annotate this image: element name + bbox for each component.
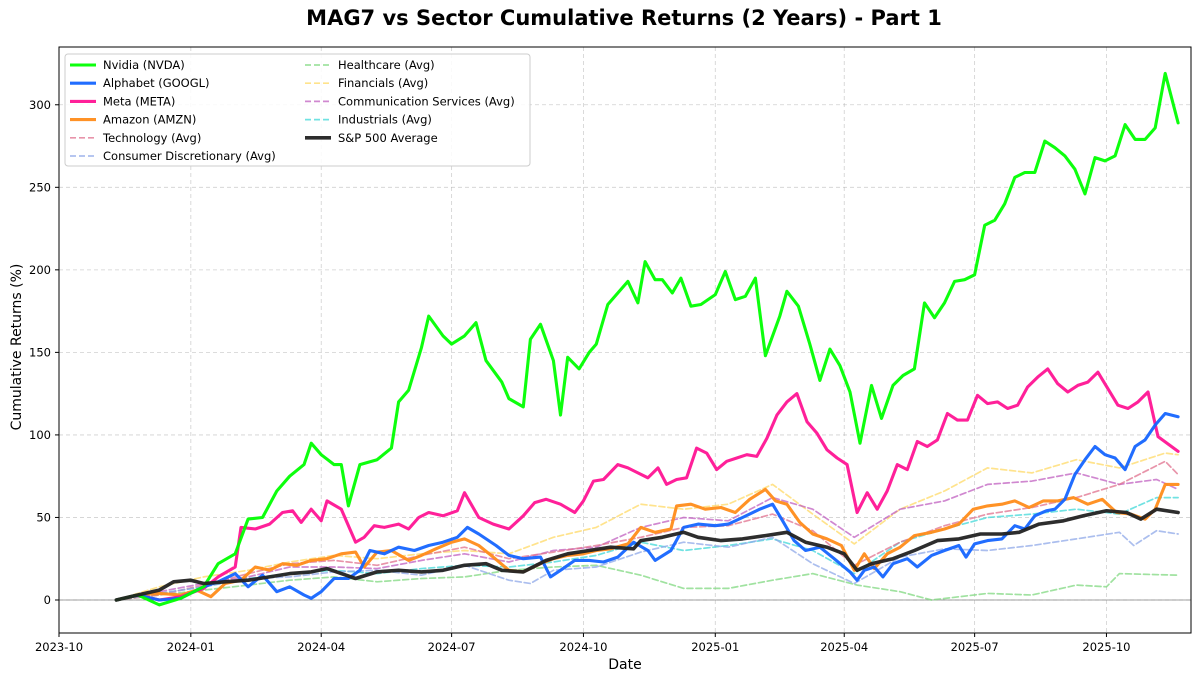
series-line-healthcare-avg [115,564,1179,601]
series-line-s-p-500-average [114,507,1180,602]
series-line-consumer-discretionary-avg [115,529,1179,601]
legend-label: Healthcare (Avg) [338,58,435,72]
legend-label: Financials (Avg) [338,76,428,90]
axis-ticks: 0 50 100 150 200 250 300 2023-10 2024-01 2024-04 2… [29,98,1130,654]
y-axis-label: Cumulative Returns (%) [9,264,25,431]
y-tick-label: 100 [29,428,51,442]
x-tick-label: 2023-10 [35,640,83,654]
legend-label: Nvidia (NVDA) [103,58,185,72]
y-tick-label: 300 [29,98,51,112]
y-tick-label: 150 [29,345,51,359]
chart-title: MAG7 vs Sector Cumulative Returns (2 Yea… [306,6,942,30]
x-tick-label: 2024-10 [559,640,607,654]
y-tick-label: 0 [44,593,51,607]
series-line-financials-avg [115,452,1179,601]
legend-box [64,53,531,167]
x-tick-label: 2024-07 [428,640,476,654]
legend-label: Consumer Discretionary (Avg) [103,149,276,163]
series-line-technology-avg [115,460,1179,601]
x-tick-label: 2025-07 [951,640,999,654]
x-axis-label: Date [608,657,641,673]
x-tick-label: 2024-04 [297,640,345,654]
legend-label: Alphabet (GOOGL) [103,76,210,90]
legend: Nvidia (NVDA) Alphabet (GOOGL) Meta (META)… [64,53,531,167]
x-tick-label: 2024-01 [167,640,215,654]
legend-label: Amazon (AMZN) [103,113,196,127]
y-tick-label: 250 [29,180,51,194]
x-tick-label: 2025-10 [1082,640,1130,654]
legend-label: Meta (META) [103,94,175,108]
plot-frame [58,46,1192,634]
x-tick-label: 2025-04 [820,640,868,654]
x-tick-label: 2025-01 [691,640,739,654]
series-line-meta-meta [114,367,1180,602]
series-line-alphabet-googl [114,411,1180,602]
series-line-nvidia-nvda [114,71,1180,607]
series-lines [114,71,1180,607]
legend-label: Communication Services (Avg) [338,94,515,108]
series-line-communication-services-avg [115,472,1179,601]
series-line-amazon-amzn [114,482,1180,602]
legend-label: Technology (Avg) [102,131,201,145]
y-tick-label: 50 [36,510,51,524]
legend-label: Industrials (Avg) [338,113,432,127]
legend-label: S&P 500 Average [338,131,438,145]
y-tick-label: 200 [29,263,51,277]
